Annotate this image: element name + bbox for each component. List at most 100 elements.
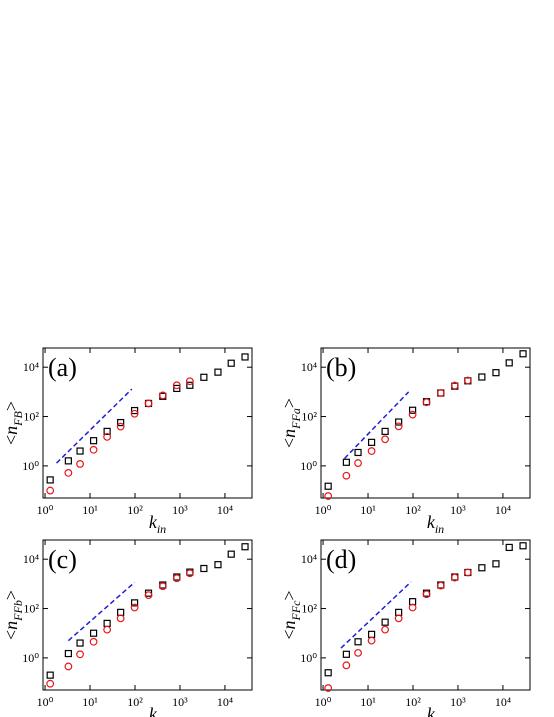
square-point [173, 384, 181, 393]
x-tick-label: 10³ [172, 695, 188, 709]
square-point [241, 353, 249, 361]
circle-point [394, 422, 403, 431]
square-point [519, 542, 527, 550]
y-label-prefix: < [279, 438, 299, 448]
y-axis-label: <nFFc> [279, 590, 303, 639]
square-point [89, 437, 98, 445]
circle-point [381, 435, 390, 444]
x-label-symbol: k [149, 512, 158, 532]
circle-point [354, 459, 362, 467]
circle-point [76, 460, 84, 468]
square-point [103, 619, 111, 628]
circle-point [64, 662, 73, 671]
circle-point [89, 637, 98, 646]
square-point [214, 368, 222, 376]
y-label-sub: FB [11, 411, 25, 427]
square-point [478, 373, 486, 381]
square-point [381, 618, 389, 626]
x-tick-label: 10² [405, 503, 421, 517]
y-tick-label: 10⁴ [301, 360, 317, 374]
square-point [354, 638, 362, 646]
square-point [367, 438, 376, 446]
plot-frame [42, 347, 253, 499]
y-label-prefix: < [1, 630, 21, 640]
circle-point [172, 381, 181, 390]
square-point [324, 482, 332, 490]
x-tick-label: 10¹ [82, 503, 98, 517]
panel-label: (b) [326, 353, 356, 382]
x-tick-label: 10² [127, 503, 143, 517]
y-tick-label: 10⁰ [300, 459, 317, 473]
y-tick-label: 10² [23, 410, 39, 424]
square-point [342, 458, 350, 466]
circle-point [381, 625, 390, 634]
x-tick-label: 10³ [450, 695, 466, 709]
circle-point [436, 581, 445, 590]
x-tick-label: 10³ [450, 503, 466, 517]
circle-point [185, 569, 194, 578]
square-point [200, 373, 208, 381]
y-axis-label: <nFB> [1, 401, 25, 445]
y-label-symbol: n [279, 621, 299, 630]
y-label-sub: FFb [11, 600, 25, 622]
panel-label: (a) [48, 353, 77, 382]
plot-frame [320, 539, 531, 691]
y-label-symbol: n [1, 426, 21, 435]
square-point [241, 543, 249, 551]
circle-point [46, 486, 55, 495]
x-tick-label: 10⁴ [495, 503, 511, 517]
circle-point [64, 469, 73, 477]
circle-point [463, 568, 472, 577]
circle-point [394, 614, 403, 623]
x-tick-label: 10⁰ [37, 695, 54, 709]
x-tick-label: 10⁰ [315, 695, 332, 709]
x-label-sub: in [435, 714, 444, 717]
circle-point [185, 377, 194, 386]
x-label-symbol: k [427, 704, 436, 717]
circle-point [450, 381, 459, 390]
square-point [130, 599, 139, 607]
circle-point [367, 447, 376, 455]
x-tick-label: 10¹ [360, 695, 376, 709]
square-point [519, 350, 527, 358]
circle-point [172, 574, 181, 583]
circle-point [436, 389, 445, 397]
x-tick-label: 10³ [172, 503, 188, 517]
circle-point [103, 625, 112, 634]
y-tick-label: 10⁴ [23, 552, 39, 566]
square-point [324, 669, 332, 677]
circle-point [408, 603, 417, 612]
x-tick-label: 10⁰ [315, 503, 332, 517]
circle-point [422, 590, 431, 599]
circle-point [130, 603, 139, 612]
y-label-symbol: n [279, 429, 299, 438]
square-point [64, 457, 72, 465]
y-tick-label: 10⁰ [22, 651, 39, 665]
y-tick-label: 10⁴ [23, 360, 39, 374]
y-label-suffix: > [279, 590, 299, 600]
x-label-sub: in [435, 522, 444, 536]
plot-frame [320, 347, 531, 499]
y-tick-label: 10⁰ [22, 459, 39, 473]
square-point [103, 427, 111, 436]
square-point [505, 543, 513, 552]
square-point [200, 564, 208, 573]
x-label-sub: in [157, 714, 166, 717]
circle-point [463, 376, 472, 385]
x-label-sub: in [157, 522, 166, 536]
x-label-symbol: k [149, 704, 158, 717]
circle-point [342, 471, 351, 480]
circle-point [450, 573, 459, 582]
square-point [408, 406, 417, 414]
circle-point [367, 636, 376, 645]
square-point [64, 649, 72, 658]
panel-label: (c) [48, 545, 77, 574]
square-point [117, 418, 125, 427]
circle-point [144, 591, 153, 600]
circle-point [158, 582, 167, 591]
square-point [342, 650, 350, 658]
y-tick-label: 10⁴ [301, 552, 317, 566]
circle-point [103, 432, 112, 441]
x-tick-label: 10² [405, 695, 421, 709]
circle-point [158, 391, 167, 400]
